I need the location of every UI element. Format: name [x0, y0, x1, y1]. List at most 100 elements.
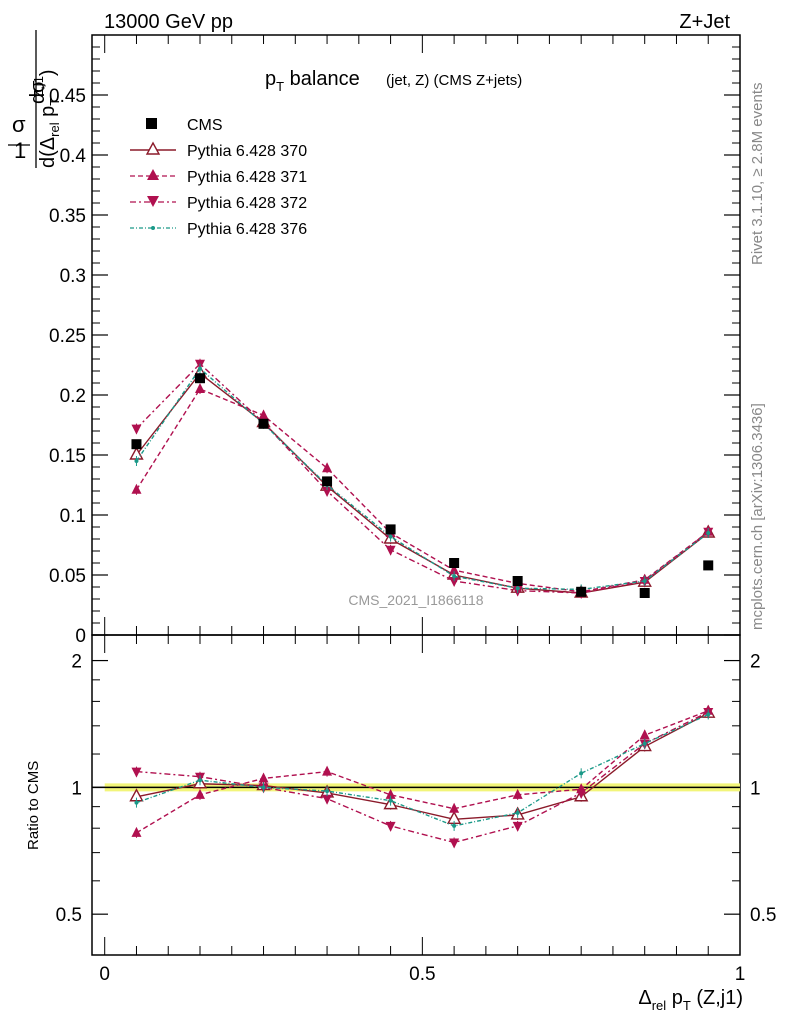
main-point — [131, 483, 142, 494]
ratio-point — [579, 771, 584, 776]
legend-label-cms: CMS — [187, 117, 223, 134]
main-series-line — [135, 362, 709, 594]
cms-data-point — [639, 588, 650, 598]
ratio-point — [385, 788, 396, 799]
title-sub: T — [276, 79, 284, 94]
cms-data-point — [131, 439, 142, 450]
ratio-ytick-label-right: 0.5 — [750, 905, 776, 926]
x-label-delta: Δ — [638, 987, 651, 1009]
y-label-close: ) — [37, 69, 59, 76]
ratio-point — [388, 798, 393, 803]
title-p: p — [265, 68, 276, 90]
y-label-denominator: d(Δrel pTZ,j1) — [31, 69, 62, 168]
ratio-ytick-label: 0.5 — [56, 905, 82, 926]
y-label-t: T — [47, 98, 62, 106]
ratio-point — [639, 729, 650, 740]
plot-title-paren: (jet, Z) (CMS Z+jets) — [386, 72, 522, 89]
cms-data-point — [322, 476, 333, 487]
y-label-p: p — [37, 106, 59, 123]
ratio-series-line — [136, 710, 709, 834]
y-label-rel: rel — [47, 122, 62, 137]
ratio-ytick-label: 2 — [71, 652, 82, 673]
ratio-point — [198, 778, 202, 783]
ratio-point — [195, 788, 205, 799]
cms-data-point — [195, 373, 205, 384]
ratio-point — [322, 794, 333, 805]
main-point — [131, 424, 142, 435]
title-rest: balance — [284, 68, 360, 90]
ratio-layer — [92, 704, 741, 849]
main-point — [449, 577, 460, 587]
legend-marker-372 — [147, 196, 159, 207]
main-point — [198, 366, 202, 371]
cms-data-point — [385, 524, 396, 535]
axis-ticks: 0 0.05 0.1 0.15 0.2 0.25 0.3 0.35 0.4 0.45 0 0.5 1 0.… — [49, 35, 776, 985]
main-ytick-label: 0.1 — [60, 506, 86, 527]
x-label-t: T — [683, 998, 691, 1013]
x-axis-label: Δrel pT (Z,j1) — [638, 987, 743, 1013]
ratio-point — [385, 821, 396, 832]
main-ytick-label: 0.2 — [60, 386, 86, 407]
header-right: Z+Jet — [679, 11, 730, 33]
ratio-point — [322, 765, 333, 776]
legend-label-371: Pythia 6.428 371 — [187, 169, 307, 186]
main-point — [449, 564, 460, 575]
ratio-point — [258, 772, 269, 783]
ratio-point — [131, 767, 142, 778]
ratio-xtick-label: 0 — [99, 964, 110, 985]
ratio-point — [512, 788, 523, 799]
main-ytick-label: 0.25 — [49, 326, 86, 347]
ratio-point — [325, 789, 330, 794]
ratio-xtick-label: 0.5 — [409, 964, 435, 985]
ratio-point — [512, 821, 523, 832]
ratio-ytick-label: 1 — [71, 778, 82, 799]
cms-data-point — [703, 560, 714, 571]
main-ytick-label: 0.35 — [49, 206, 86, 227]
ratio-point — [706, 712, 711, 717]
x-label-rel: rel — [652, 998, 667, 1013]
main-ytick-label: 0.05 — [49, 566, 86, 587]
plot-title: pT balance — [265, 68, 360, 94]
cms-data-point — [449, 558, 460, 568]
ratio-point — [515, 810, 520, 815]
ratio-series-line — [136, 711, 709, 844]
main-point — [322, 462, 333, 473]
main-ytick-label: 0.3 — [60, 266, 86, 287]
ratio-point — [131, 826, 142, 837]
ratio-point — [134, 800, 139, 805]
main-point — [322, 487, 333, 497]
cms-data-point — [576, 586, 587, 597]
main-point — [258, 409, 269, 420]
y-axis-label: 1 σ dσ d(Δrel pTZ,j1) — [8, 30, 62, 168]
ratio-point — [449, 802, 460, 813]
ratio-point — [261, 785, 266, 790]
ratio-ytick-label-right: 2 — [750, 652, 761, 673]
ratio-series-line — [136, 712, 709, 820]
y-label-zj: Z,j1 — [31, 76, 46, 98]
ratio-point — [449, 838, 460, 849]
main-series-line — [135, 388, 709, 593]
header-left: 13000 GeV pp — [104, 11, 233, 33]
analysis-watermark: CMS_2021_I1866118 — [348, 592, 483, 608]
main-layer — [129, 358, 716, 599]
legend-marker-cms — [146, 118, 157, 129]
y-label-one: 1 — [14, 138, 26, 163]
main-point — [515, 586, 520, 591]
main-point — [195, 383, 205, 393]
legend-label-370: Pythia 6.428 370 — [187, 143, 307, 160]
legend-label-372: Pythia 6.428 372 — [187, 195, 307, 212]
ratio-point — [452, 823, 457, 828]
y-label-d: d(Δ — [37, 137, 59, 168]
ratio-point — [576, 788, 587, 799]
legend: CMS Pythia 6.428 370 Pythia 6.428 371 Py… — [130, 117, 307, 238]
mcplots-label: mcplots.cern.ch [arXiv:1306.3436] — [749, 403, 766, 630]
main-series-line — [135, 372, 709, 594]
cms-data-point — [258, 418, 269, 429]
legend-marker-370 — [145, 141, 161, 155]
ratio-ytick-label-right: 1 — [750, 778, 761, 799]
rivet-label: Rivet 3.1.10, ≥ 2.8M events — [749, 83, 766, 266]
ratio-point — [642, 741, 647, 746]
cms-data-point — [512, 576, 523, 586]
ratio-xtick-label: 1 — [735, 964, 746, 985]
